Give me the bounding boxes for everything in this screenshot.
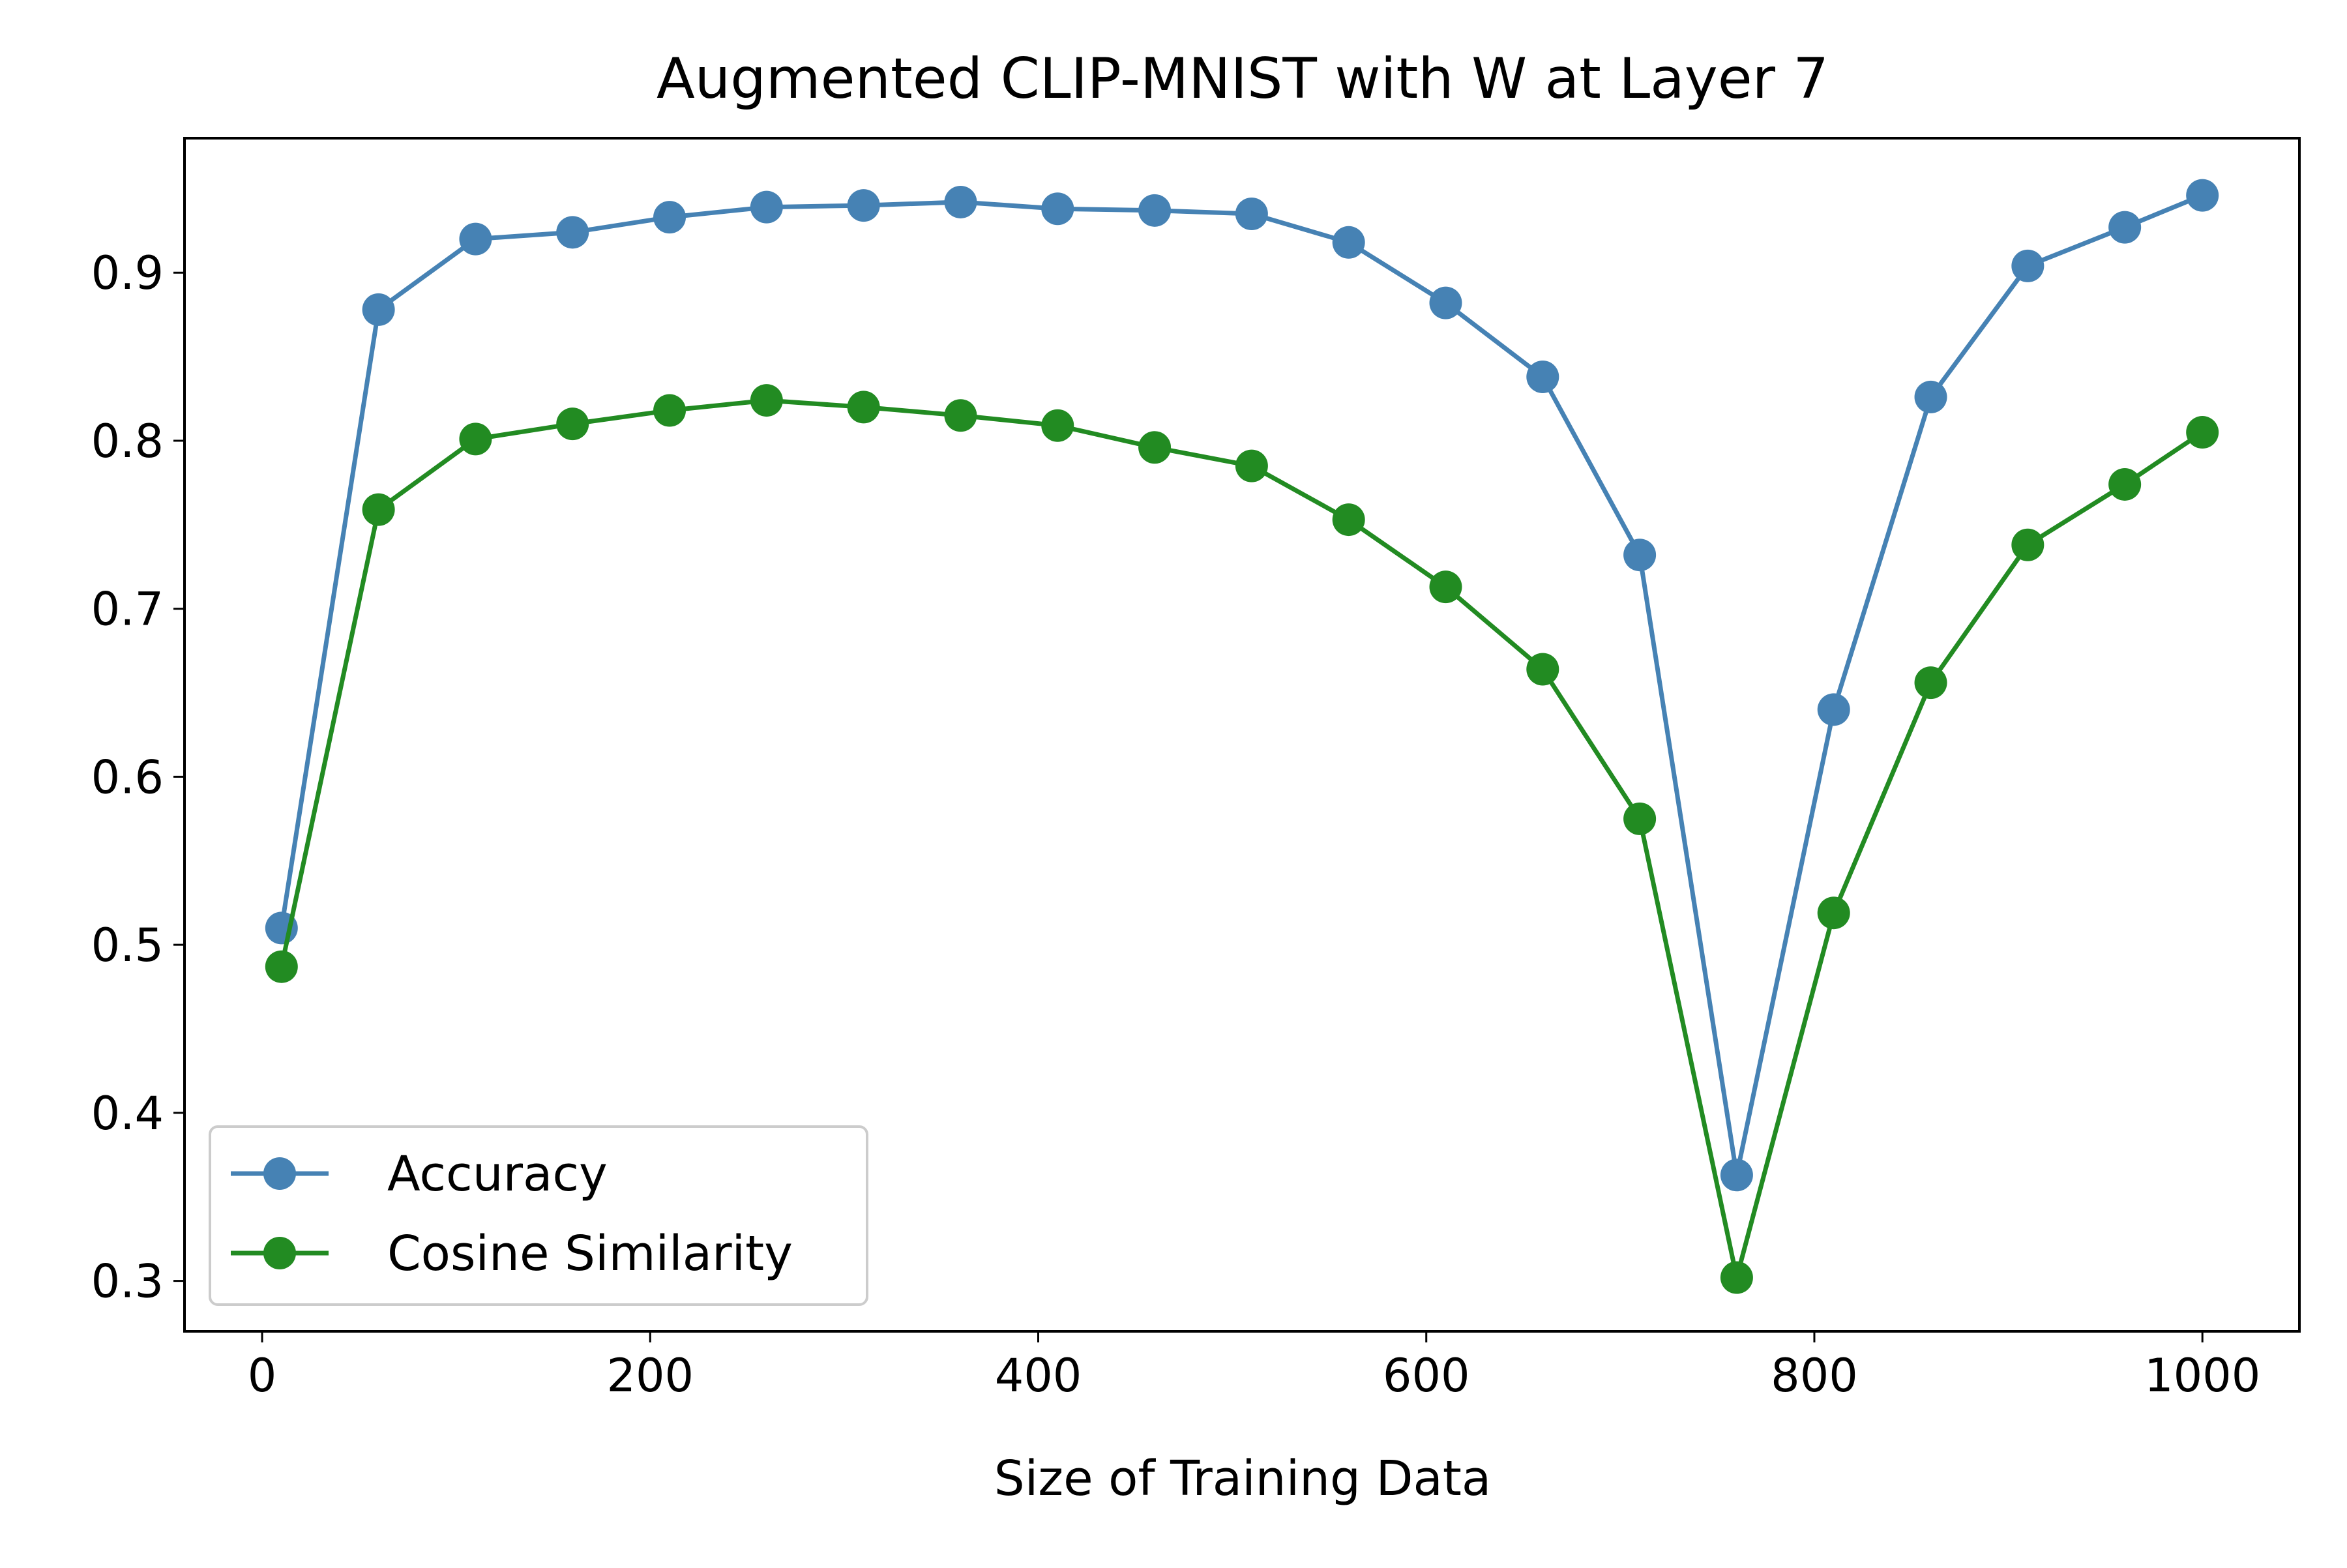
data-point-series-2 xyxy=(750,384,783,417)
legend-box xyxy=(209,1125,868,1306)
y-tick-label: 0.8 xyxy=(91,415,164,468)
data-point-series-2 xyxy=(1429,570,1462,604)
data-point-series-2 xyxy=(459,422,492,456)
x-tick-label: 800 xyxy=(1771,1349,1858,1402)
y-tick-label: 0.9 xyxy=(91,246,164,300)
data-point-series-2 xyxy=(653,394,686,427)
data-point-series-2 xyxy=(1623,802,1657,835)
data-point-series-2 xyxy=(1914,666,1947,700)
data-point-series-1 xyxy=(556,216,589,249)
data-point-series-1 xyxy=(362,293,395,326)
y-tick-label: 0.4 xyxy=(91,1087,164,1140)
y-tick-label: 0.6 xyxy=(91,750,164,804)
data-point-series-2 xyxy=(1526,653,1559,686)
legend-marker-2 xyxy=(263,1237,296,1269)
data-point-series-1 xyxy=(1332,226,1365,259)
data-point-series-1 xyxy=(1914,380,1947,413)
data-point-series-2 xyxy=(1332,503,1365,537)
x-tick-label: 1000 xyxy=(2144,1349,2260,1402)
data-point-series-1 xyxy=(1041,192,1074,226)
data-point-series-2 xyxy=(2108,467,2142,501)
data-point-series-2 xyxy=(556,407,589,441)
data-point-series-2 xyxy=(1041,409,1074,442)
x-tick-label: 0 xyxy=(248,1349,277,1402)
data-point-series-2 xyxy=(2186,416,2219,449)
x-tick-label: 200 xyxy=(606,1349,694,1402)
data-point-series-2 xyxy=(1817,896,1850,930)
data-point-series-2 xyxy=(2011,528,2044,561)
data-point-series-1 xyxy=(847,189,880,222)
data-point-series-1 xyxy=(1817,693,1850,726)
y-tick-label: 0.5 xyxy=(91,919,164,972)
x-axis-label: Size of Training Data xyxy=(994,1451,1491,1507)
y-tick-label: 0.3 xyxy=(91,1255,164,1309)
data-point-series-2 xyxy=(1138,431,1172,464)
x-tick-label: 600 xyxy=(1383,1349,1470,1402)
data-point-series-2 xyxy=(265,950,298,983)
data-point-series-1 xyxy=(1138,194,1172,227)
data-point-series-1 xyxy=(653,201,686,234)
data-point-series-1 xyxy=(750,190,783,224)
data-point-series-1 xyxy=(1235,197,1268,230)
data-point-series-2 xyxy=(362,493,395,526)
legend-marker-1 xyxy=(263,1157,296,1190)
data-point-series-1 xyxy=(1526,361,1559,393)
y-tick-label: 0.7 xyxy=(91,583,164,636)
plot-frame xyxy=(183,137,2301,1333)
data-point-series-1 xyxy=(459,222,492,256)
legend: Accuracy Cosine Similarity xyxy=(209,1125,868,1306)
x-tick-label: 400 xyxy=(995,1349,1082,1402)
data-point-series-1 xyxy=(944,185,977,218)
data-point-series-2 xyxy=(847,391,880,424)
data-point-series-1 xyxy=(2186,179,2219,212)
legend-label-2: Cosine Similarity xyxy=(387,1226,793,1282)
data-point-series-2 xyxy=(944,399,977,432)
legend-label-1: Accuracy xyxy=(387,1146,608,1202)
data-point-series-2 xyxy=(1720,1261,1753,1294)
data-point-series-1 xyxy=(1623,539,1657,572)
plot-area: 0 200 400 600 800 1000 0.3 0.4 0.5 0.6 0.7 0.8 0.9 xyxy=(91,137,2301,1402)
data-point-series-1 xyxy=(1429,286,1462,319)
chart-title: Augmented CLIP-MNIST with W at Layer 7 xyxy=(657,46,1829,111)
data-point-series-1 xyxy=(2011,249,2044,282)
data-point-series-1 xyxy=(2108,211,2142,244)
data-point-series-2 xyxy=(1235,449,1268,482)
data-point-series-1 xyxy=(1720,1159,1753,1192)
